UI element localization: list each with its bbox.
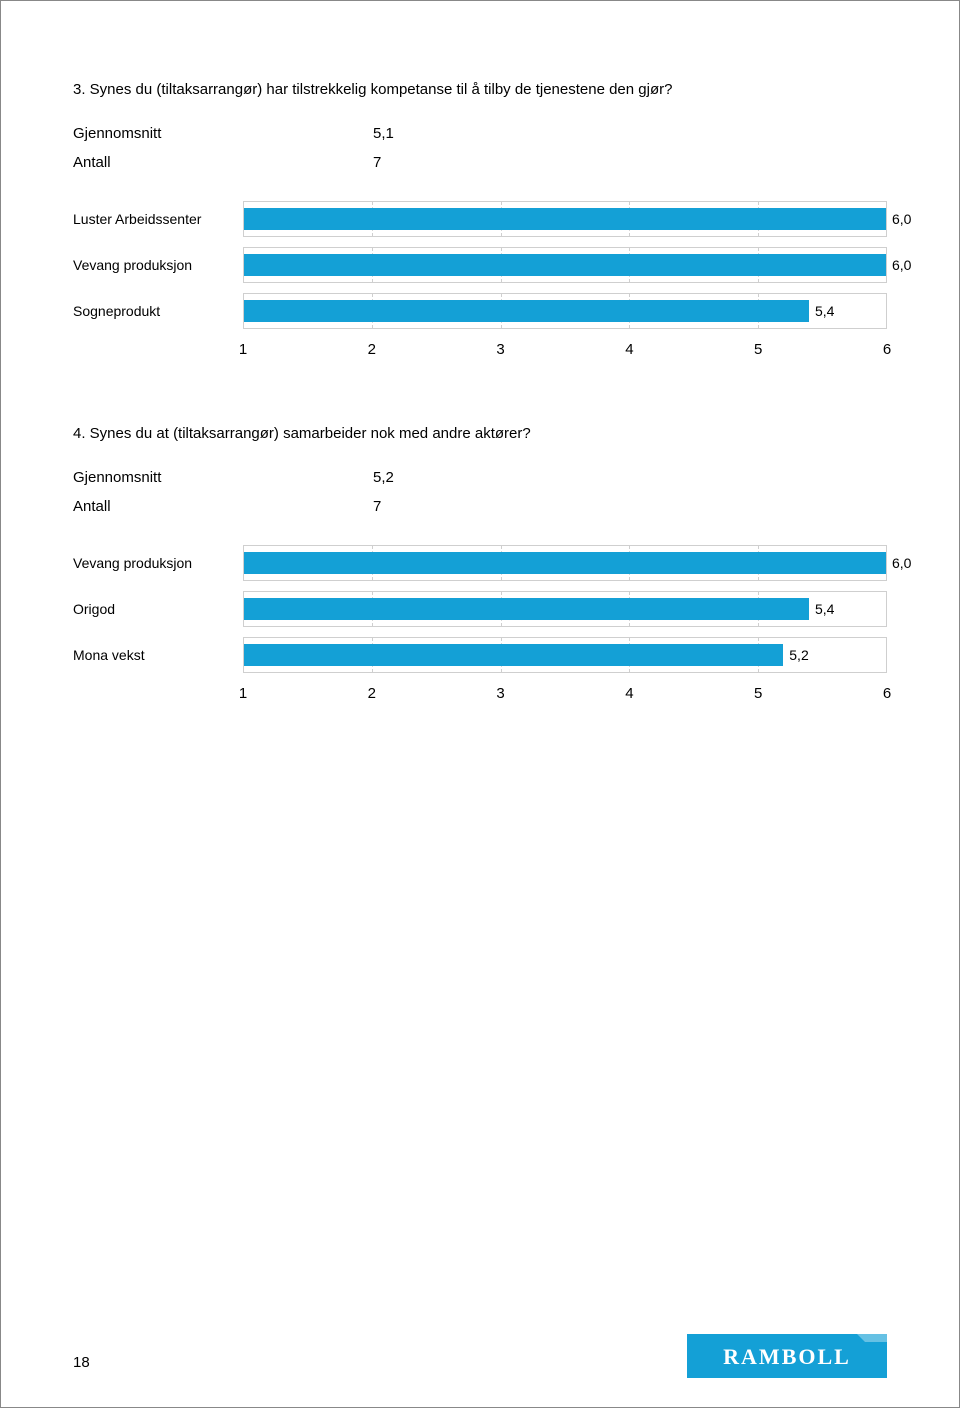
question-4-title: 4. Synes du at (tiltaksarrangør) samarbe…: [73, 425, 887, 442]
stat-label: Antall: [73, 493, 373, 522]
chart-bar: [244, 300, 809, 322]
chart-bar: [244, 644, 783, 666]
stat-row: Gjennomsnitt 5,1: [73, 120, 887, 149]
chart-row: Vevang produksjon6,0: [73, 543, 887, 583]
stat-value: 5,1: [373, 120, 394, 149]
chart-axis-tick: 4: [625, 685, 633, 702]
chart-axis-tick: 6: [883, 685, 891, 702]
stat-label: Gjennomsnitt: [73, 464, 373, 493]
chart-bar: [244, 552, 886, 574]
chart-axis-tick: 1: [239, 685, 247, 702]
chart-row: Origod 5,4: [73, 589, 887, 629]
chart-axis-tick: 2: [368, 341, 376, 358]
chart-bar-value: 5,4: [815, 601, 834, 617]
chart-plot-area: 5,2: [243, 637, 887, 673]
chart-axis-tick: 1: [239, 341, 247, 358]
chart-row: Vevang produksjon6,0: [73, 245, 887, 285]
chart-bar-value: 6,0: [892, 555, 911, 571]
question-4-stats: Gjennomsnitt 5,2 Antall 7: [73, 464, 887, 521]
chart-bar-label: Vevang produksjon: [73, 257, 243, 273]
ramboll-logo: RAMBOLL: [687, 1334, 887, 1383]
question-4-chart: Vevang produksjon6,0 Origod 5,4 Mona vekst 5…: [73, 543, 887, 705]
chart-bar: [244, 598, 809, 620]
stat-value: 7: [373, 493, 381, 522]
chart-plot-area: 6,0: [243, 545, 887, 581]
question-3-title: 3. Synes du (tiltaksarrangør) har tilstr…: [73, 81, 887, 98]
chart-bar-label: Mona vekst: [73, 647, 243, 663]
chart-axis: 123456: [73, 337, 887, 361]
chart-axis-tick: 4: [625, 341, 633, 358]
chart-plot-area: 6,0: [243, 247, 887, 283]
chart-bar-label: Vevang produksjon: [73, 555, 243, 571]
stat-label: Gjennomsnitt: [73, 120, 373, 149]
chart-bar-value: 6,0: [892, 257, 911, 273]
chart-bar-value: 6,0: [892, 211, 911, 227]
chart-axis: 123456: [73, 681, 887, 705]
stat-row: Gjennomsnitt 5,2: [73, 464, 887, 493]
stat-row: Antall 7: [73, 149, 887, 178]
chart-axis-tick: 3: [496, 685, 504, 702]
chart-bar: [244, 208, 886, 230]
chart-bar-value: 5,2: [789, 647, 808, 663]
stat-value: 7: [373, 149, 381, 178]
stat-row: Antall 7: [73, 493, 887, 522]
question-3-stats: Gjennomsnitt 5,1 Antall 7: [73, 120, 887, 177]
chart-bar-label: Origod: [73, 601, 243, 617]
chart-axis-tick: 5: [754, 341, 762, 358]
chart-bar-label: Sogneprodukt: [73, 303, 243, 319]
chart-plot-area: 5,4: [243, 591, 887, 627]
question-3-chart: Luster Arbeidssenter6,0Vevang produksjon…: [73, 199, 887, 361]
page-number: 18: [73, 1354, 90, 1371]
chart-plot-area: 5,4: [243, 293, 887, 329]
chart-axis-tick: 5: [754, 685, 762, 702]
chart-axis-tick: 6: [883, 341, 891, 358]
chart-row: Mona vekst 5,2: [73, 635, 887, 675]
stat-value: 5,2: [373, 464, 394, 493]
chart-bar-label: Luster Arbeidssenter: [73, 211, 243, 227]
page-content: 3. Synes du (tiltaksarrangør) har tilstr…: [1, 1, 959, 705]
chart-row: Sogneprodukt 5,4: [73, 291, 887, 331]
stat-label: Antall: [73, 149, 373, 178]
chart-axis-tick: 3: [496, 341, 504, 358]
chart-row: Luster Arbeidssenter6,0: [73, 199, 887, 239]
chart-bar-value: 5,4: [815, 303, 834, 319]
logo-text: RAMBOLL: [723, 1344, 851, 1369]
chart-plot-area: 6,0: [243, 201, 887, 237]
chart-axis-tick: 2: [368, 685, 376, 702]
chart-bar: [244, 254, 886, 276]
